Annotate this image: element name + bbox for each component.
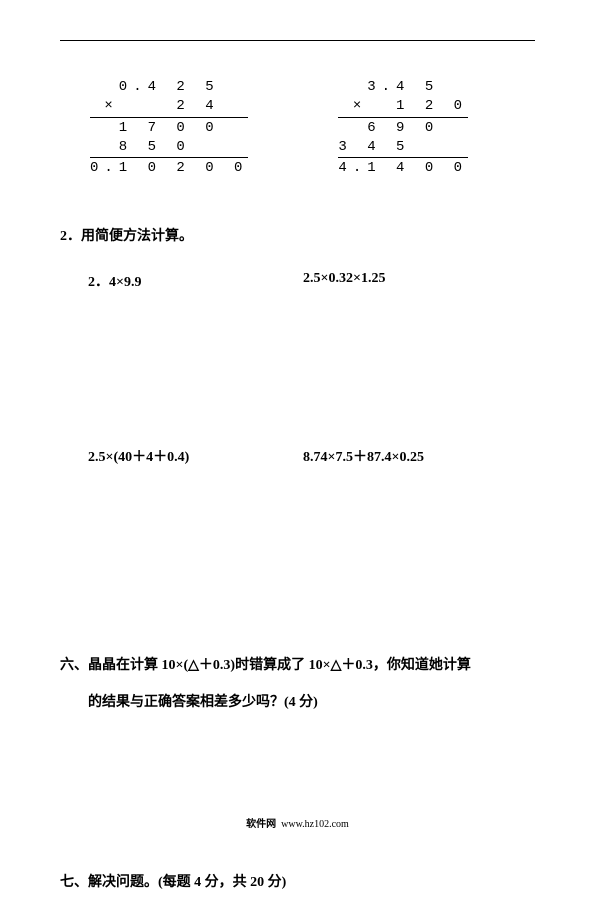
work-space-3: [60, 721, 535, 871]
q6-text-a: 晶晶在计算 10×(: [88, 658, 188, 673]
problem-1-right: 2.5×0.32×1.25: [303, 271, 535, 291]
vc1-rule-2: [90, 157, 248, 158]
vc2-rule-2: [338, 157, 468, 158]
footer-site-name: 软件网: [246, 819, 276, 830]
vertical-calculations: 0.4 2 5 × 2 4 1 7 0 0 8 5 0 0.1 0 2 0 0 …: [90, 59, 535, 197]
page-top-rule: [60, 40, 535, 41]
vc2-line5: 4.1 4 0 0: [338, 160, 468, 176]
vertical-calc-2: 3.4 5 × 1 2 0 6 9 0 3 4 5 4.1 4 0 0: [338, 59, 468, 197]
work-space-1: [60, 291, 535, 446]
vertical-calc-1: 0.4 2 5 × 2 4 1 7 0 0 8 5 0 0.1 0 2 0 0: [90, 59, 248, 197]
question-7-heading: 七、解决问题。(每题 4 分，共 20 分): [60, 871, 535, 891]
q2-heading: 2．用简便方法计算。: [60, 225, 535, 245]
work-space-2: [60, 466, 535, 646]
vc2-rule-1: [338, 117, 468, 118]
triangle-icon: △: [188, 656, 199, 672]
triangle-icon: △: [331, 656, 342, 672]
problem-row-2: 2.5×(40＋4＋0.4) 8.74×7.5＋87.4×0.25: [88, 446, 535, 466]
vc2-line2: × 1 2 0: [338, 98, 468, 114]
q6-text-b: ＋0.3)时错算成了 10×: [199, 658, 331, 673]
vc1-line3: 1 7 0 0: [90, 120, 220, 136]
q6-line2: 的结果与正确答案相差多少吗？(4 分): [88, 685, 535, 721]
footer-url: www.hz102.com: [281, 819, 349, 830]
vc1-line4: 8 5 0: [90, 139, 191, 155]
problem-1-left: 2．4×9.9: [88, 271, 303, 291]
vc1-rule-1: [90, 117, 248, 118]
question-6: 六、晶晶在计算 10×(△＋0.3)时错算成了 10×△＋0.3，你知道她计算 …: [60, 646, 535, 721]
page-footer: 软件网 www.hz102.com: [0, 815, 595, 830]
problem-2-right: 8.74×7.5＋87.4×0.25: [303, 446, 535, 466]
vc1-line2: × 2 4: [90, 98, 220, 114]
q6-prefix: 六、: [60, 658, 88, 673]
vc1-line1: 0.4 2 5: [90, 79, 220, 95]
q6-text-c: ＋0.3，你知道她计算: [341, 658, 471, 673]
vc1-line5: 0.1 0 2 0 0: [90, 160, 248, 176]
vc2-line3: 6 9 0: [338, 120, 439, 136]
q6-line1: 六、晶晶在计算 10×(△＋0.3)时错算成了 10×△＋0.3，你知道她计算: [60, 646, 535, 684]
problem-2-left: 2.5×(40＋4＋0.4): [88, 446, 303, 466]
vc2-line4: 3 4 5: [338, 139, 410, 155]
problem-row-1: 2．4×9.9 2.5×0.32×1.25: [88, 271, 535, 291]
vc2-line1: 3.4 5: [338, 79, 439, 95]
